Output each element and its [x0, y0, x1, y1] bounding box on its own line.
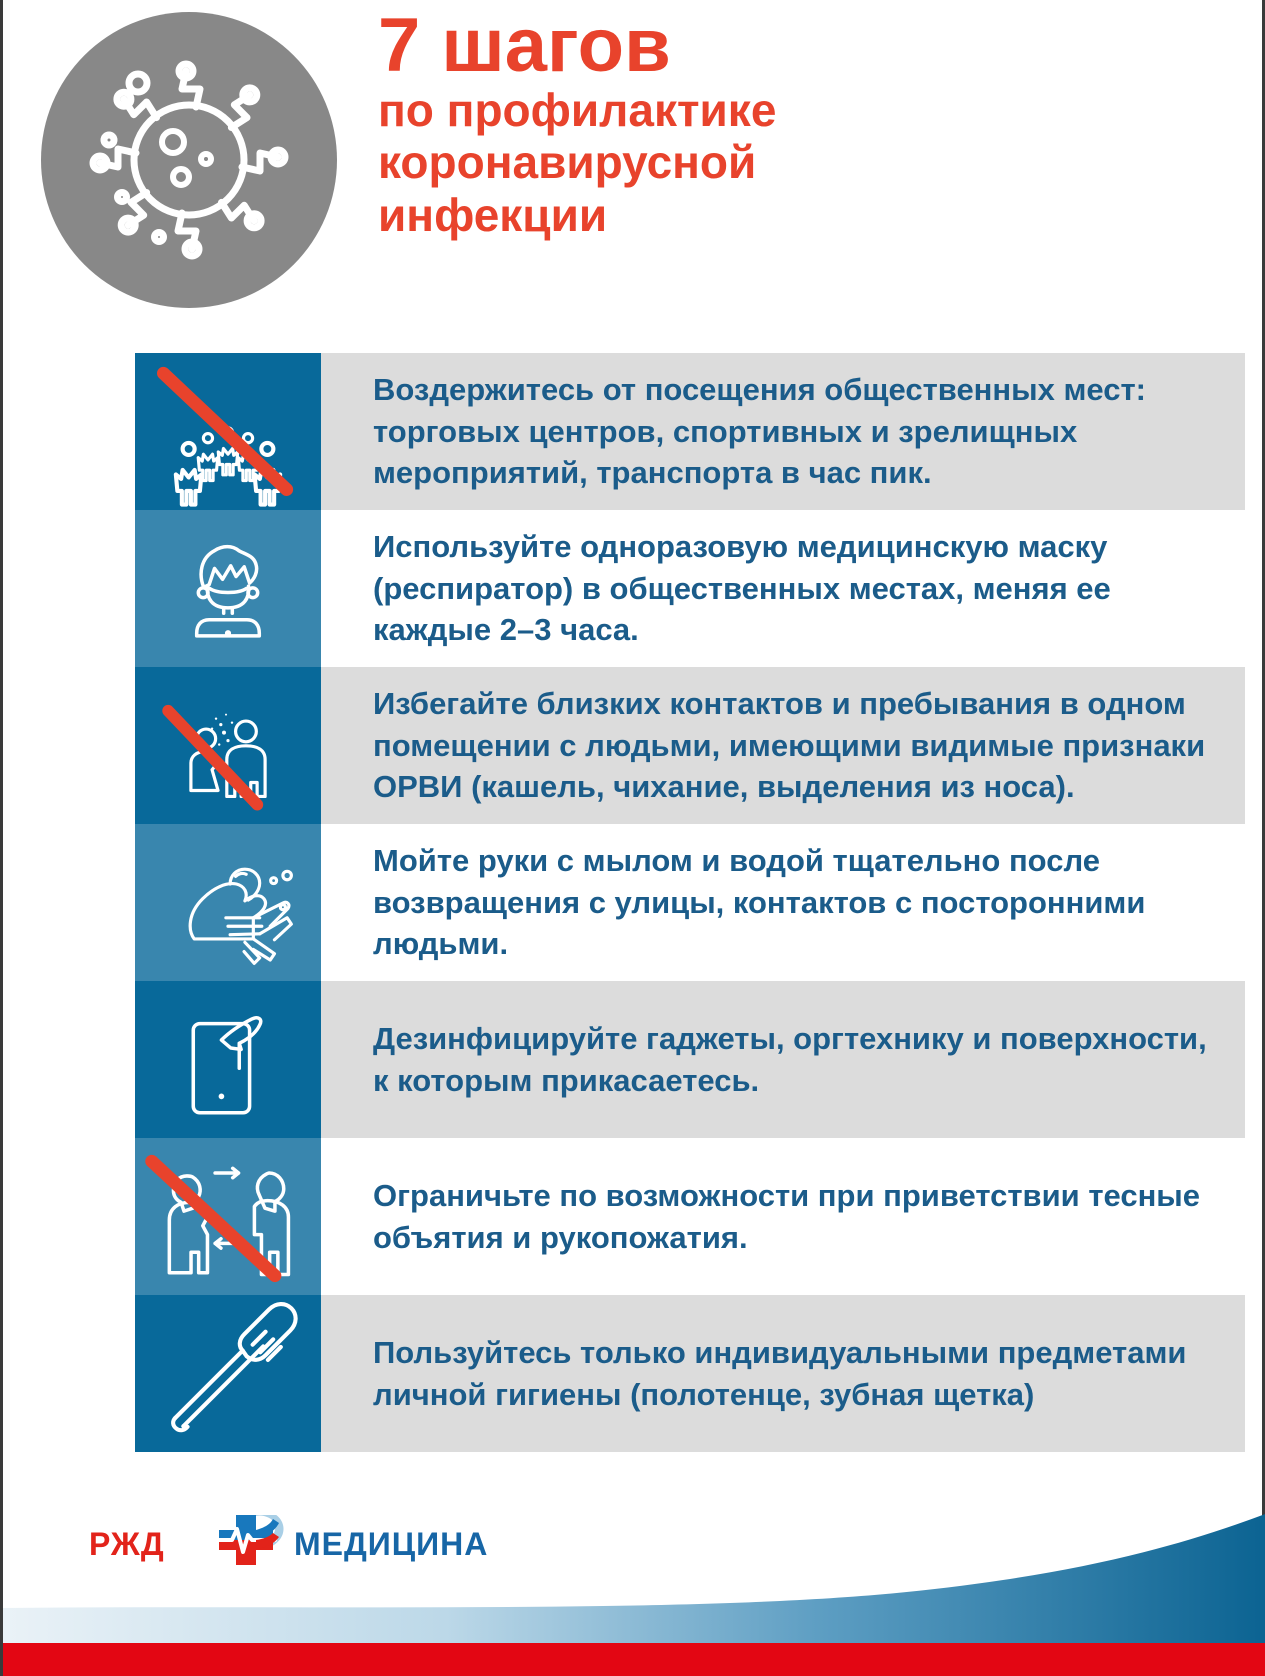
- svg-text:РЖД: РЖД: [89, 1526, 165, 1562]
- svg-text:МЕДИЦИНА: МЕДИЦИНА: [294, 1526, 488, 1562]
